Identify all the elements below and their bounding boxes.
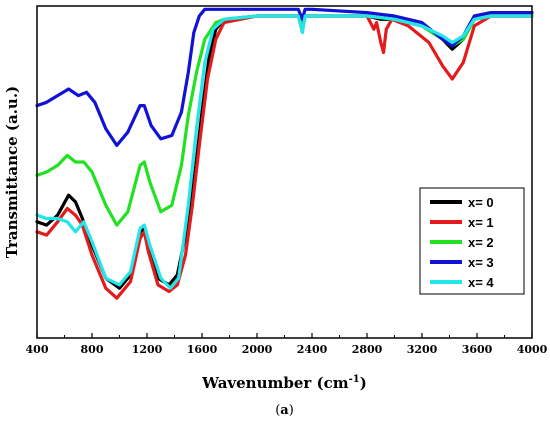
series-line-3	[35, 7, 534, 147]
x-axis-title: Wavenumber (cm-1)	[201, 374, 367, 392]
y-axis-title: Transmittance (a.u.)	[3, 86, 21, 258]
legend: x= 0 x= 1 x= 2 x= 3 x= 4	[419, 187, 525, 295]
legend-label-3: x= 3	[468, 255, 494, 270]
x-tick-label: 2800	[352, 343, 383, 356]
x-tick-label: 3200	[407, 343, 438, 356]
x-tick-label: 2000	[242, 343, 273, 356]
x-tick-label: 3600	[462, 343, 493, 356]
x-axis-ticks: 400 800 1200 1600 2000 2400 2800 3200 3600 4000	[26, 333, 548, 356]
series-line-4	[35, 14, 534, 290]
figure-caption: (a)	[275, 403, 294, 418]
legend-label-1: x= 1	[468, 215, 494, 230]
x-tick-label: 400	[26, 343, 49, 356]
x-tick-label: 4000	[517, 343, 548, 356]
legend-label-4: x= 4	[468, 275, 494, 290]
x-tick-label: 2400	[297, 343, 328, 356]
legend-label-2: x= 2	[468, 235, 494, 250]
legend-label-0: x= 0	[468, 195, 494, 210]
x-tick-label: 1200	[132, 343, 163, 356]
series-line-1	[35, 14, 534, 300]
x-tick-label: 1600	[187, 343, 218, 356]
x-tick-label: 800	[81, 343, 104, 356]
series-layer	[35, 7, 534, 300]
